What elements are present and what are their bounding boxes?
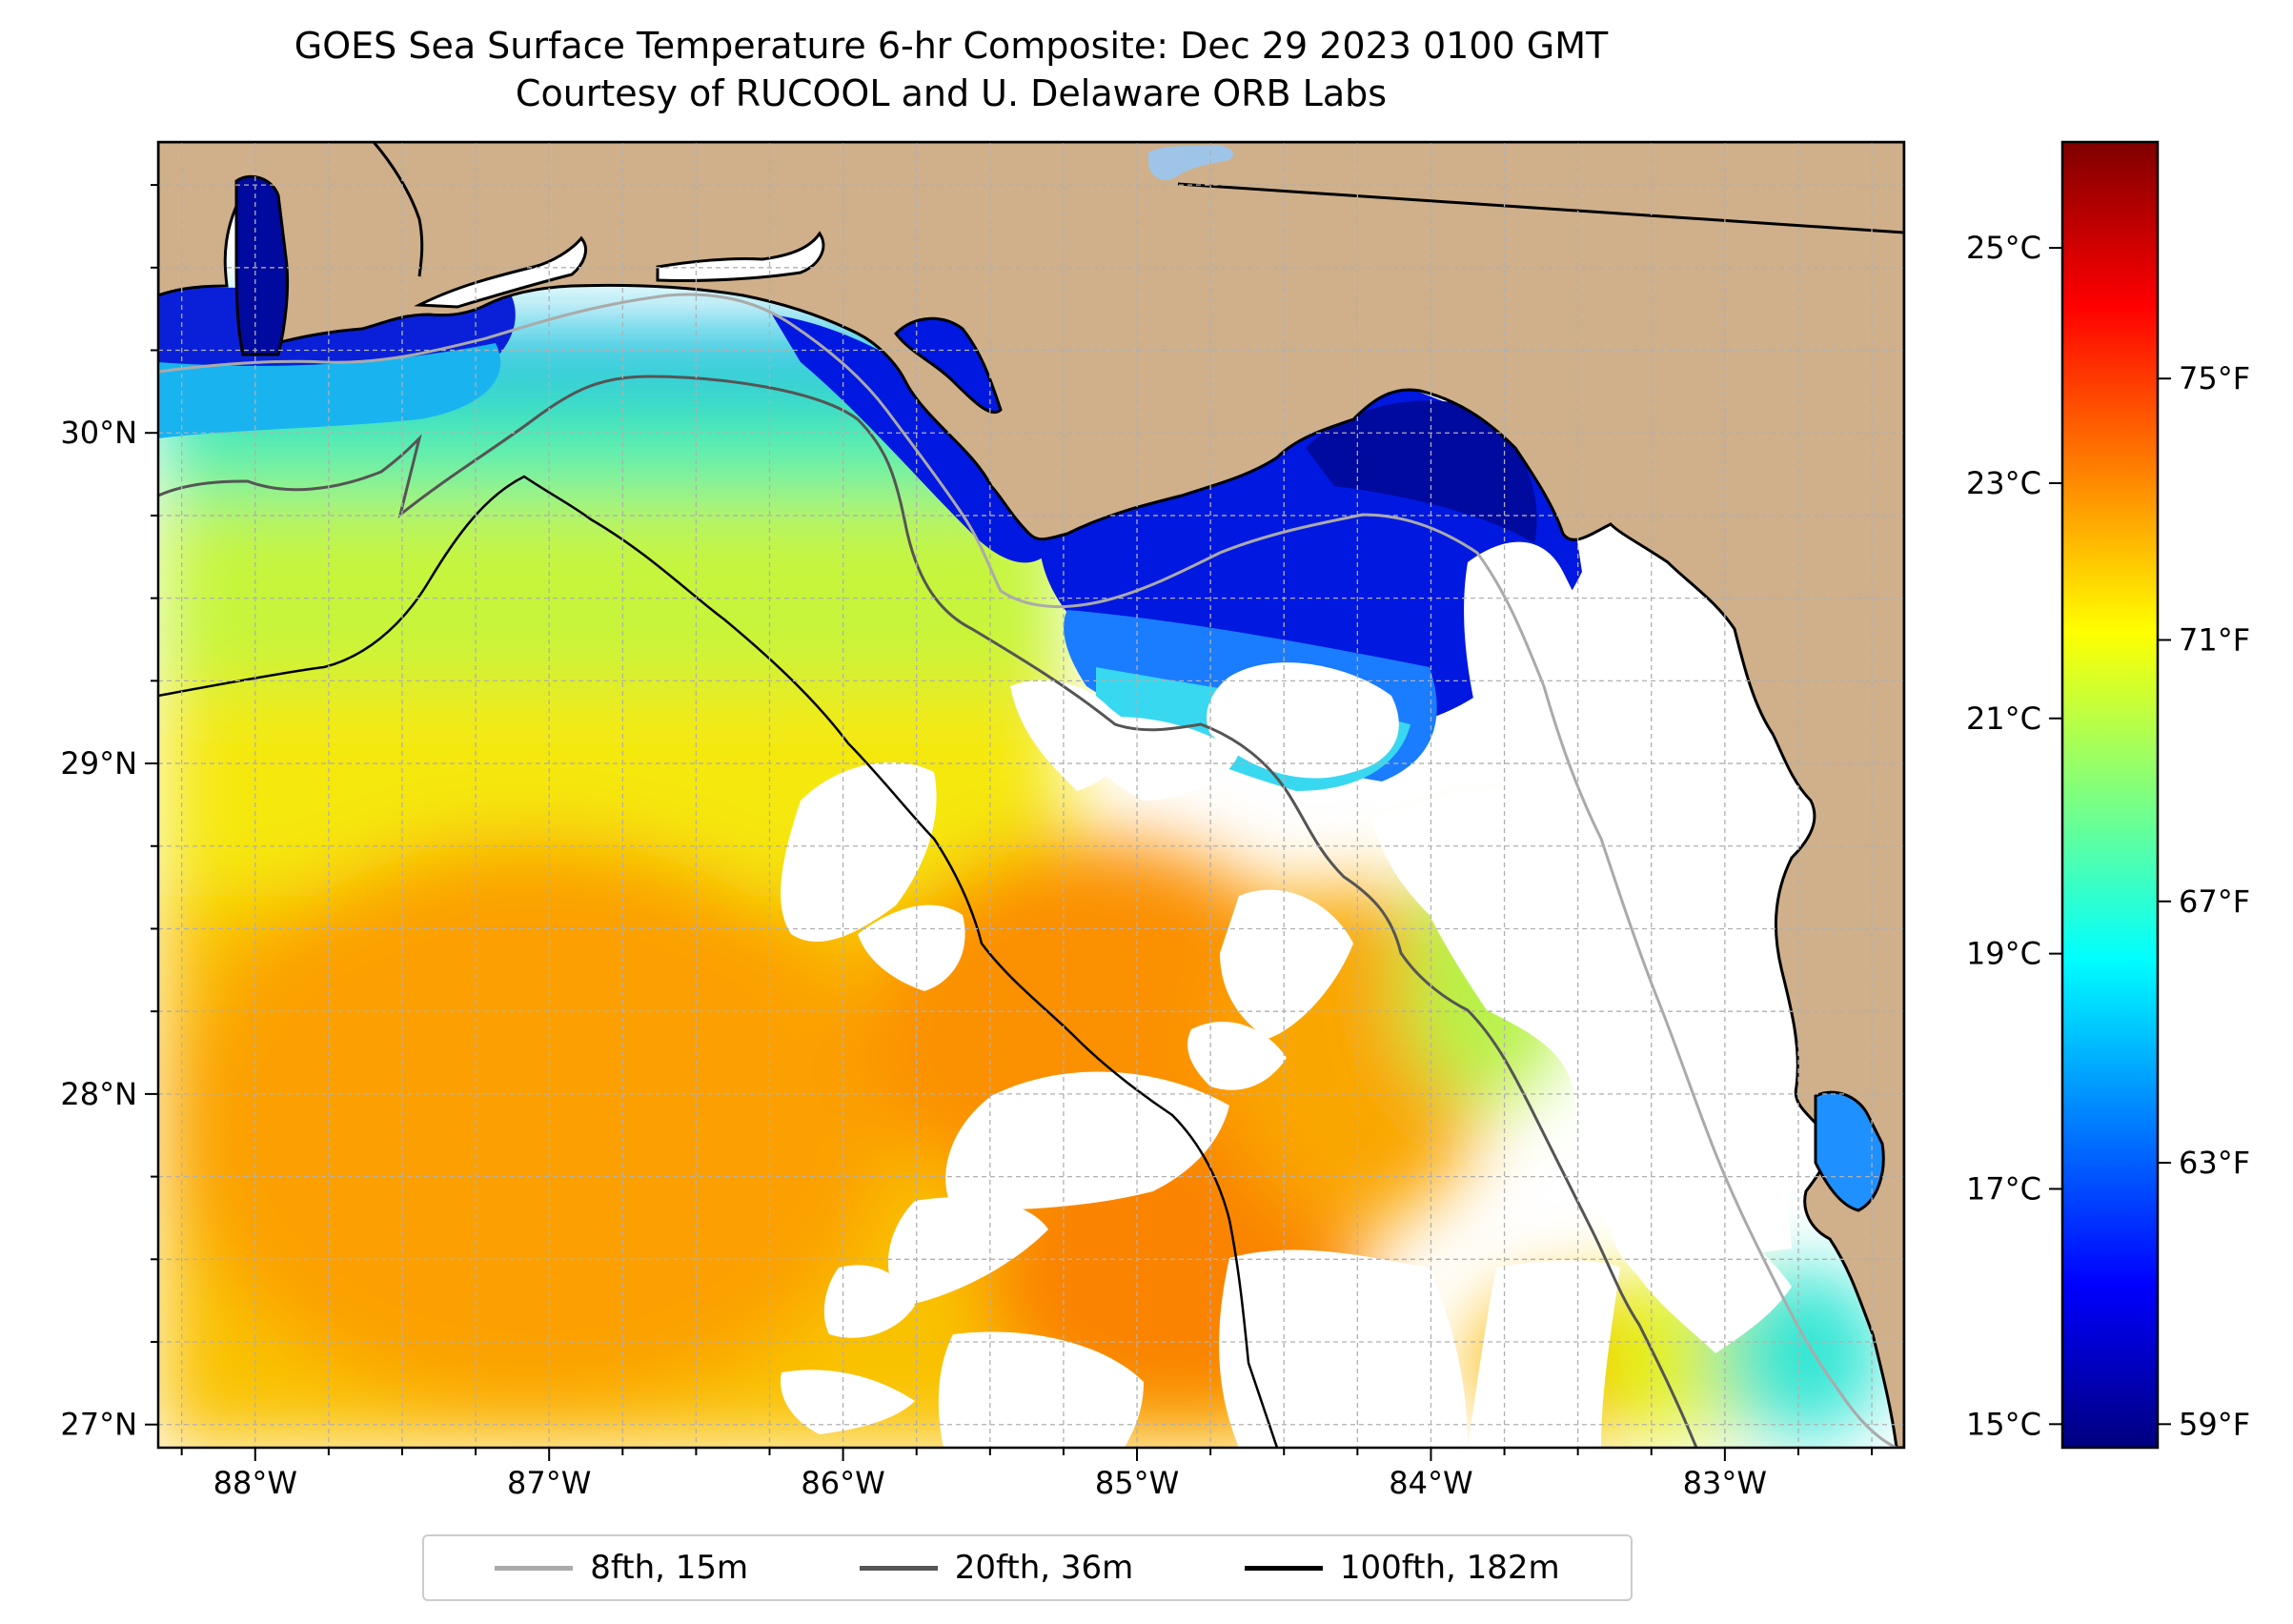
lon-tick-label: 83°W <box>1683 1465 1767 1501</box>
colorbar-celsius-label: 19°C <box>1966 936 2041 972</box>
graticule <box>158 142 1904 1448</box>
colorbar-celsius-label: 25°C <box>1966 230 2041 266</box>
lat-tick-label: 27°N <box>60 1407 137 1443</box>
lon-tick-label: 86°W <box>801 1465 884 1501</box>
legend-item-20fth: 20fth, 36m <box>859 1549 1134 1587</box>
lat-tick-label: 30°N <box>60 415 137 451</box>
map-frame <box>156 140 1906 1450</box>
cloud-no-data-patches <box>781 541 1792 1448</box>
legend-label-20fth: 20fth, 36m <box>954 1549 1134 1587</box>
colorbar-celsius-axis: 25°C 23°C 21°C 19°C 17°C 15°C <box>1966 230 2062 1442</box>
colorbar-fahrenheit-label: 67°F <box>2179 883 2250 920</box>
legend-item-8fth: 8fth, 15m <box>495 1549 748 1587</box>
legend-swatch-20fth <box>859 1565 938 1571</box>
lake <box>1148 145 1233 181</box>
colorbar-fahrenheit-label: 59°F <box>2179 1406 2250 1442</box>
colorbar-fahrenheit-label: 71°F <box>2179 621 2250 658</box>
colorbar-celsius-label: 23°C <box>1966 465 2041 501</box>
isobath-100fth <box>158 475 1279 1448</box>
lat-tick-label: 28°N <box>60 1076 137 1112</box>
lon-tick-label: 84°W <box>1389 1465 1472 1501</box>
state-border-al-fl <box>372 142 424 277</box>
isobath-8fth <box>158 293 1897 1448</box>
state-border-ga-fl <box>1177 182 1904 234</box>
longitude-axis: 88°W 87°W 86°W 85°W 84°W 83°W <box>180 1448 1874 1501</box>
map-title: GOES Sea Surface Temperature 6-hr Compos… <box>294 25 1609 67</box>
map-subtitle: Courtesy of RUCOOL and U. Delaware ORB L… <box>515 72 1388 114</box>
colorbar-fahrenheit-label: 75°F <box>2179 360 2250 396</box>
colorbar-fahrenheit-axis: 75°F 71°F 67°F 63°F 59°F <box>2158 360 2250 1442</box>
lon-tick-label: 87°W <box>507 1465 591 1501</box>
legend-label-100fth: 100fth, 182m <box>1339 1549 1560 1587</box>
land-mass <box>158 142 1904 1448</box>
legend-swatch-100fth <box>1244 1565 1323 1571</box>
isobath-legend: 8fth, 15m 20fth, 36m 100fth, 182m <box>422 1534 1633 1601</box>
legend-label-8fth: 8fth, 15m <box>590 1549 749 1587</box>
legend-item-100fth: 100fth, 182m <box>1244 1549 1560 1587</box>
colorbar <box>2060 140 2160 1450</box>
colorbar-celsius-label: 17°C <box>1966 1170 2041 1207</box>
colorbar-fahrenheit-label: 63°F <box>2179 1145 2250 1181</box>
lon-tick-label: 88°W <box>213 1465 297 1501</box>
colorbar-celsius-label: 21°C <box>1966 700 2041 737</box>
lon-tick-label: 85°W <box>1095 1465 1179 1501</box>
legend-swatch-8fth <box>495 1565 574 1571</box>
colorbar-celsius-label: 15°C <box>1966 1406 2041 1442</box>
lat-tick-label: 29°N <box>60 745 137 782</box>
map-panel <box>158 142 1904 1448</box>
latitude-axis: 30°N 29°N 28°N 27°N <box>60 184 158 1443</box>
